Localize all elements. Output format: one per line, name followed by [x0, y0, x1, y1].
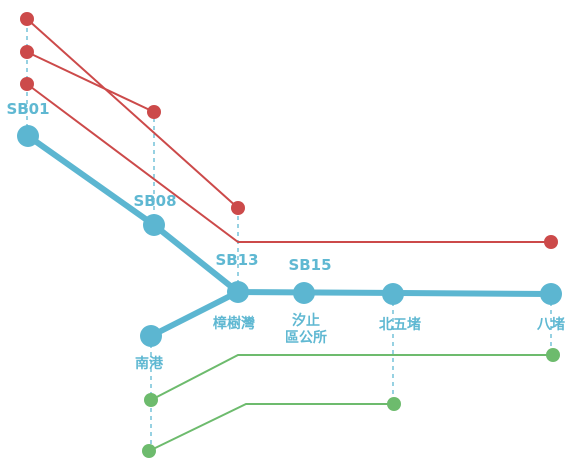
main-line-branch-nangang	[148, 289, 241, 339]
station-code-sb08: SB08	[133, 192, 176, 210]
red-line-1	[26, 18, 239, 209]
red-stop[interactable]	[147, 105, 161, 119]
red-stop[interactable]	[231, 201, 245, 215]
green-stop[interactable]	[387, 397, 401, 411]
station-name-sb15-line1: 汐止	[292, 312, 320, 329]
red-line-2	[26, 51, 155, 113]
station-sb13[interactable]	[227, 281, 249, 303]
green-line-2	[148, 403, 394, 452]
green-lines	[148, 354, 553, 452]
connector-lines	[26, 20, 552, 451]
station-code-sb15: SB15	[288, 256, 331, 274]
red-lines	[26, 18, 551, 243]
red-stops	[20, 12, 558, 249]
station-name-sb15-line2: 區公所	[285, 329, 327, 346]
station-name-sb13: 樟樹灣	[213, 315, 255, 332]
red-stop[interactable]	[544, 235, 558, 249]
green-line-1	[150, 354, 553, 401]
station-nangang[interactable]	[140, 325, 162, 347]
station-sb08[interactable]	[143, 214, 165, 236]
station-name-badu: 八堵	[536, 316, 565, 333]
green-stops	[142, 348, 560, 458]
green-stop[interactable]	[142, 444, 156, 458]
station-code-sb13: SB13	[215, 251, 258, 269]
station-name-nangang: 南港	[135, 355, 164, 372]
main-stations	[17, 125, 562, 347]
station-sb15[interactable]	[293, 282, 315, 304]
red-stop[interactable]	[20, 45, 34, 59]
red-stop[interactable]	[20, 77, 34, 91]
station-sb01[interactable]	[17, 125, 39, 147]
main-line	[25, 133, 554, 339]
station-code-sb01: SB01	[6, 100, 49, 118]
station-name-beiwudu: 北五堵	[379, 316, 421, 333]
station-badu[interactable]	[540, 283, 562, 305]
red-stop[interactable]	[20, 12, 34, 26]
red-line-3	[26, 83, 551, 243]
green-stop[interactable]	[144, 393, 158, 407]
station-beiwudu[interactable]	[382, 283, 404, 305]
green-stop[interactable]	[546, 348, 560, 362]
